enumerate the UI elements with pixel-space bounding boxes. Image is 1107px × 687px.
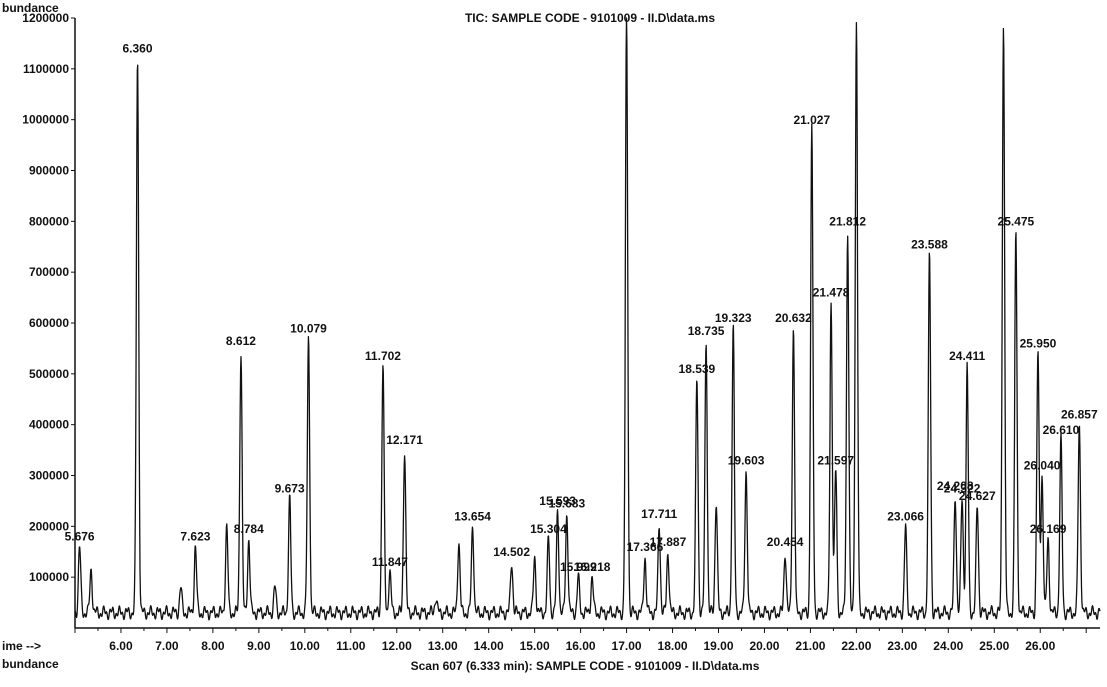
x-tick-label: 15.00 (520, 639, 550, 653)
peak-label: 8.612 (226, 334, 256, 348)
y-tick-label: 200000 (29, 519, 69, 533)
peak-label: 26.610 (1043, 423, 1080, 437)
peak-label: 26.040 (1024, 459, 1061, 473)
peak-label: 18.735 (688, 324, 725, 338)
tic-line (74, 17, 1101, 621)
peak-label: 19.323 (715, 311, 752, 325)
peak-label: 13.654 (454, 509, 491, 523)
peak-label: 19.603 (728, 453, 765, 467)
y-tick-label: 900000 (29, 164, 69, 178)
peak-label: 8.784 (234, 522, 264, 536)
y-tick-label: 800000 (29, 214, 69, 228)
peak-label: 21.027 (793, 113, 830, 127)
peak-label: 15.999 (560, 560, 597, 574)
x-tick-label: 17.00 (612, 639, 642, 653)
x-tick-label: 6.00 (109, 639, 133, 653)
peak-label: 24.322 (944, 481, 981, 495)
peak-label: 21.478 (813, 286, 850, 300)
peak-label: 15.304 (530, 522, 567, 536)
peak-label: 23.066 (887, 509, 924, 523)
peak-label: 26.169 (1030, 522, 1067, 536)
x-tick-label: 11.00 (336, 639, 366, 653)
peak-label: 25.950 (1020, 337, 1057, 351)
x-tick-label: 26.00 (1025, 639, 1055, 653)
x-tick-label: 22.00 (841, 639, 871, 653)
peak-label: 17.887 (650, 535, 687, 549)
peak-label: 21.597 (817, 453, 854, 467)
peak-label: 11.702 (365, 349, 401, 363)
x-tick-label: 25.00 (979, 639, 1009, 653)
y-axis-label-bottom: bundance (2, 657, 59, 671)
chart-title: TIC: SAMPLE CODE - 9101009 - II.D\data.m… (465, 11, 715, 25)
peak-label: 16.218 (574, 560, 611, 574)
x-axis-label: ime --> (2, 639, 41, 653)
tic-trace (74, 17, 1101, 621)
y-tick-label: 300000 (29, 469, 69, 483)
peak-label: 14.502 (493, 545, 530, 559)
peak-label: 26.857 (1061, 408, 1098, 422)
x-tick-label: 19.00 (703, 639, 733, 653)
y-tick-label: 1200000 (22, 11, 69, 25)
peak-label: 23.588 (911, 237, 948, 251)
peak-label: 18.539 (679, 362, 716, 376)
peak-label: 6.360 (122, 42, 152, 56)
x-tick-label: 12.00 (382, 639, 412, 653)
peak-label: 21.812 (829, 215, 866, 229)
y-tick-label: 500000 (29, 367, 69, 381)
peak-label: 24.627 (959, 489, 996, 503)
x-tick-label: 13.00 (428, 639, 458, 653)
y-tick-label: 600000 (29, 316, 69, 330)
y-tick-label: 700000 (29, 265, 69, 279)
y-tick-label: 1000000 (22, 113, 69, 127)
peak-label: 11.847 (372, 555, 408, 569)
y-tick-label: 100000 (29, 570, 69, 584)
x-tick-label: 20.00 (749, 639, 779, 653)
peak-label: 17.366 (627, 540, 664, 554)
peak-label: 9.673 (275, 481, 305, 495)
x-tick-label: 23.00 (887, 639, 917, 653)
scan-caption: Scan 607 (6.333 min): SAMPLE CODE - 9101… (411, 659, 760, 673)
x-tick-label: 18.00 (658, 639, 688, 653)
peak-label: 24.411 (949, 349, 985, 363)
axes: 100000 200000 300000 400000 500000 600000 7000… (22, 11, 1100, 653)
peak-label: 17.711 (641, 507, 677, 521)
x-tick-label: 21.00 (795, 639, 825, 653)
x-tick-label: 24.00 (933, 639, 963, 653)
peak-label: 20.632 (775, 311, 812, 325)
x-tick-label: 7.00 (155, 639, 179, 653)
peak-label: 15.593 (539, 494, 576, 508)
peak-label: 7.623 (180, 530, 210, 544)
x-tick-label: 16.00 (566, 639, 596, 653)
peak-label: 24.208 (937, 479, 974, 493)
x-tick-label: 8.00 (201, 639, 225, 653)
x-tick-label: 9.00 (247, 639, 271, 653)
x-tick-label: 14.00 (474, 639, 504, 653)
peak-label: 5.676 (65, 530, 95, 544)
peak-label: 15.683 (548, 497, 585, 511)
x-tick-label: 10.00 (290, 639, 320, 653)
peak-label: 25.475 (998, 215, 1035, 229)
y-tick-label: 400000 (29, 418, 69, 432)
y-axis-label: bundance (2, 1, 59, 15)
peak-label: 20.454 (767, 535, 804, 549)
peak-label: 12.171 (386, 433, 423, 447)
y-tick-label: 1100000 (23, 62, 69, 76)
peak-labels: 5.676 6.360 7.623 8.612 8.784 9.673 10.079 11.7… (65, 42, 1098, 575)
peak-label: 10.079 (290, 321, 327, 335)
